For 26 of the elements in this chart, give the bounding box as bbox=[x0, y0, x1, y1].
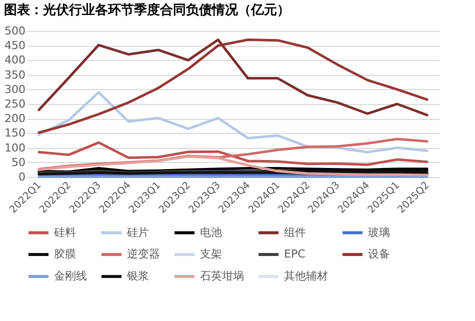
legend-label: 组件 bbox=[284, 226, 306, 239]
legend-label: 逆变器 bbox=[127, 248, 160, 260]
y-tick-label: 500 bbox=[4, 24, 26, 38]
y-tick-label: 300 bbox=[4, 82, 26, 96]
y-tick-label: 0 bbox=[18, 170, 26, 184]
y-tick-label: 400 bbox=[4, 54, 26, 67]
y-tick-label: 250 bbox=[4, 98, 26, 110]
legend-label: 电池 bbox=[200, 226, 222, 239]
legend-label: 玻璃 bbox=[368, 226, 390, 239]
legend-label: 胶膜 bbox=[54, 248, 76, 260]
legend-label: EPC bbox=[284, 248, 306, 260]
y-tick-label: 200 bbox=[4, 112, 26, 126]
y-tick-label: 100 bbox=[4, 141, 26, 154]
legend-label: 其他辅材 bbox=[284, 270, 328, 282]
y-tick-label: 50 bbox=[12, 156, 26, 169]
y-tick-label: 350 bbox=[4, 68, 26, 82]
y-tick-label: 150 bbox=[4, 126, 26, 140]
legend-label: 硅片 bbox=[126, 226, 149, 239]
legend-label: 支架 bbox=[200, 248, 222, 260]
chart-title: 图表：光伏行业各环节季度合同负债情况（亿元） bbox=[4, 2, 290, 18]
legend-label: 硅料 bbox=[53, 226, 76, 239]
legend-label: 石英坩埚 bbox=[200, 270, 244, 282]
legend-label: 银浆 bbox=[126, 270, 149, 282]
legend-label: 金刚线 bbox=[54, 270, 87, 282]
y-tick-label: 450 bbox=[4, 39, 26, 52]
legend-label: 设备 bbox=[368, 248, 390, 260]
